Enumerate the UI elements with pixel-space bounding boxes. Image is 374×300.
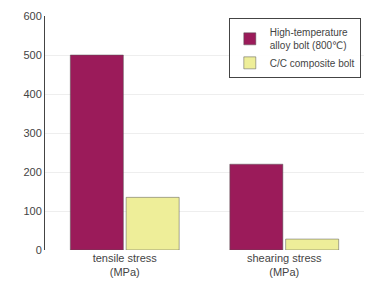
svg-text:300: 300 [23, 127, 41, 139]
svg-text:shearing stress(MPa): shearing stress(MPa) [247, 252, 322, 278]
svg-text:400: 400 [23, 88, 41, 100]
svg-text:500: 500 [23, 49, 41, 61]
svg-text:High-temperaturealloy bolt (80: High-temperaturealloy bolt (800℃) [270, 27, 348, 51]
svg-text:0: 0 [36, 244, 42, 256]
svg-text:600: 600 [23, 10, 41, 22]
svg-text:100: 100 [23, 205, 41, 217]
svg-text:tensile stress(MPa): tensile stress(MPa) [93, 252, 158, 278]
svg-text:C/C composite bolt: C/C composite bolt [270, 58, 355, 69]
svg-text:200: 200 [23, 166, 41, 178]
